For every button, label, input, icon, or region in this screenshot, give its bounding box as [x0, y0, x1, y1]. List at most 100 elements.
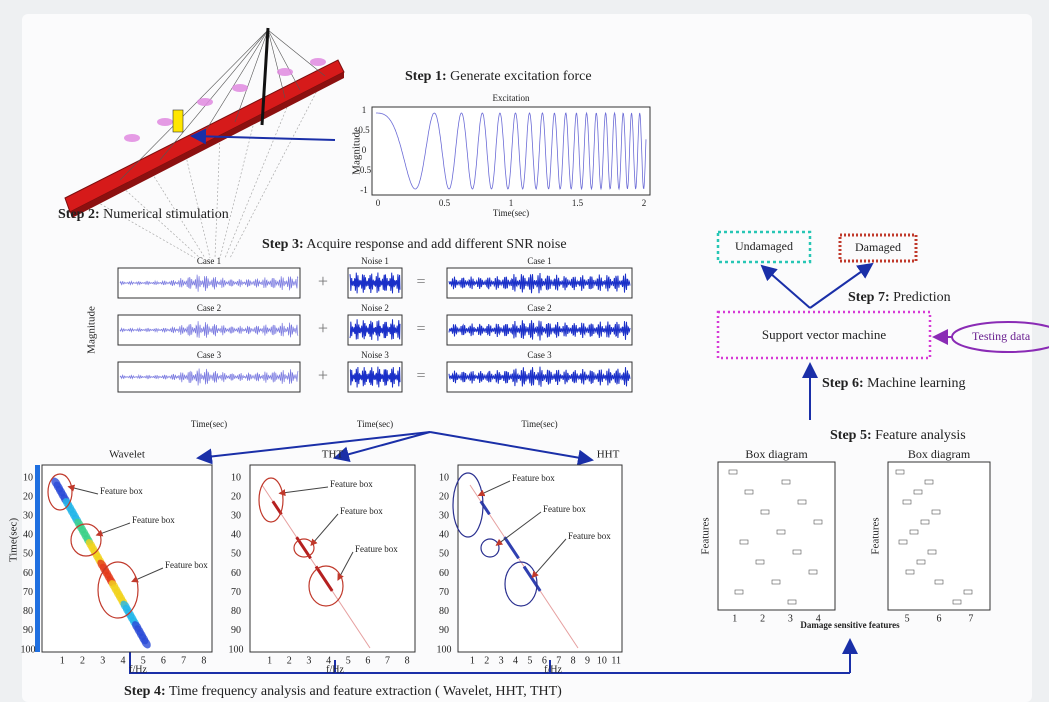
x-tick-label: 2 — [80, 655, 85, 666]
x-tick-label: 1 — [509, 198, 514, 208]
x-tick-label: 2 — [760, 613, 765, 624]
step: Step 6: Machine learning — [822, 376, 965, 391]
y-tick-label: 40 — [439, 530, 449, 541]
label: Case 2 — [527, 303, 551, 313]
y-tick-label: 30 — [23, 511, 33, 522]
y-tick-label: 0 — [362, 145, 367, 155]
x-tick-label: 0.5 — [439, 198, 451, 208]
output-label: Damaged — [855, 240, 901, 254]
step: Step 2: Numerical stimulation — [58, 207, 229, 222]
axis-label: Magnitude — [86, 306, 98, 354]
label: Time(sec) — [357, 419, 393, 429]
label: Excitation — [493, 93, 530, 103]
y-tick-label: 70 — [439, 587, 449, 598]
y-tick-label: 1 — [362, 105, 367, 115]
x-tick-label: 8 — [201, 655, 206, 666]
step: Step 4: Time frequency analysis and feat… — [124, 684, 562, 699]
y-tick-label: 80 — [23, 606, 33, 617]
operator: = — [416, 321, 425, 338]
y-tick-label: 100 — [21, 644, 36, 655]
x-tick-label: 7 — [968, 613, 973, 624]
x-tick-label: 8 — [405, 655, 410, 666]
y-tick-label: 50 — [23, 549, 33, 560]
label: Case 1 — [527, 256, 551, 266]
y-tick-label: 30 — [231, 511, 241, 522]
feature-box-label: Feature box — [132, 515, 175, 525]
operator: = — [416, 274, 425, 291]
y-tick-label: -0.5 — [357, 165, 372, 175]
x-tick-label: 3 — [306, 655, 311, 666]
y-tick-label: -1 — [360, 185, 368, 195]
label: f/Hz — [326, 664, 344, 675]
axis-label: Features — [700, 517, 712, 554]
label: Time(sec) — [493, 208, 529, 218]
diagram: Undamaged Damaged Support vector machine… — [0, 0, 1049, 702]
y-tick-label: 80 — [231, 606, 241, 617]
y-tick-label: 30 — [439, 511, 449, 522]
plot-frame — [250, 465, 415, 652]
x-tick-label: 3 — [499, 655, 504, 666]
label: f/Hz — [129, 664, 147, 675]
label: Noise 1 — [361, 256, 389, 266]
x-tick-label: 11 — [611, 655, 621, 666]
feature-box-label: Feature box — [512, 473, 555, 483]
x-tick-label: 7 — [385, 655, 390, 666]
x-tick-label: 1 — [470, 655, 475, 666]
axis-label: Time(sec) — [8, 518, 20, 563]
x-tick-label: 5 — [527, 655, 532, 666]
label: Noise 3 — [361, 350, 389, 360]
y-tick-label: 60 — [439, 568, 449, 579]
feature-box-label: Feature box — [355, 544, 398, 554]
label: Case 3 — [197, 350, 222, 360]
operator: + — [318, 365, 328, 385]
x-tick-label: 1 — [60, 655, 65, 666]
axis-label: Features — [870, 517, 882, 554]
model-label: Support vector machine — [762, 327, 886, 342]
panel-title: HHT — [597, 449, 620, 461]
output-label: Undamaged — [735, 239, 793, 253]
x-tick-label: 8 — [571, 655, 576, 666]
x-tick-label: 1.5 — [572, 198, 584, 208]
y-tick-label: 10 — [23, 472, 33, 483]
x-tick-label: 4 — [513, 655, 518, 666]
y-tick-label: 100 — [437, 644, 452, 655]
y-tick-label: 50 — [231, 549, 241, 560]
plot-frame — [718, 462, 835, 610]
operator: + — [318, 318, 328, 338]
x-tick-label: 6 — [937, 613, 942, 624]
x-tick-label: 0 — [376, 198, 381, 208]
y-tick-label: 10 — [231, 472, 241, 483]
y-tick-label: 100 — [229, 644, 244, 655]
y-tick-label: 70 — [231, 587, 241, 598]
y-tick-label: 50 — [439, 549, 449, 560]
y-tick-label: 10 — [439, 472, 449, 483]
y-tick-label: 20 — [439, 491, 449, 502]
panel-title: Wavelet — [109, 449, 145, 461]
panel-title: Box diagram — [908, 447, 971, 461]
label: Case 3 — [527, 350, 552, 360]
x-tick-label: 6 — [161, 655, 166, 666]
y-tick-label: 20 — [231, 491, 241, 502]
feature-box-label: Feature box — [568, 531, 611, 541]
x-tick-label: 7 — [181, 655, 186, 666]
y-tick-label: 90 — [439, 625, 449, 636]
x-tick-label: 9 — [585, 655, 590, 666]
x-tick-label: 2 — [642, 198, 647, 208]
y-tick-label: 80 — [439, 606, 449, 617]
label: Noise 2 — [361, 303, 389, 313]
step: Step 1: Generate excitation force — [405, 69, 592, 84]
label: f/Hz — [544, 664, 562, 675]
feature-box-label: Feature box — [100, 486, 143, 496]
step: Step 5: Feature analysis — [830, 428, 966, 443]
label: Time(sec) — [521, 419, 557, 429]
label: Case 1 — [197, 256, 221, 266]
plot-frame — [888, 462, 990, 610]
y-tick-label: 70 — [23, 587, 33, 598]
x-tick-label: 1 — [267, 655, 272, 666]
feature-box-label: Feature box — [340, 506, 383, 516]
label: Case 2 — [197, 303, 221, 313]
input-label: Testing data — [972, 329, 1031, 343]
x-tick-label: 4 — [120, 655, 125, 666]
colorbar — [35, 465, 40, 652]
label: Time(sec) — [191, 419, 227, 429]
